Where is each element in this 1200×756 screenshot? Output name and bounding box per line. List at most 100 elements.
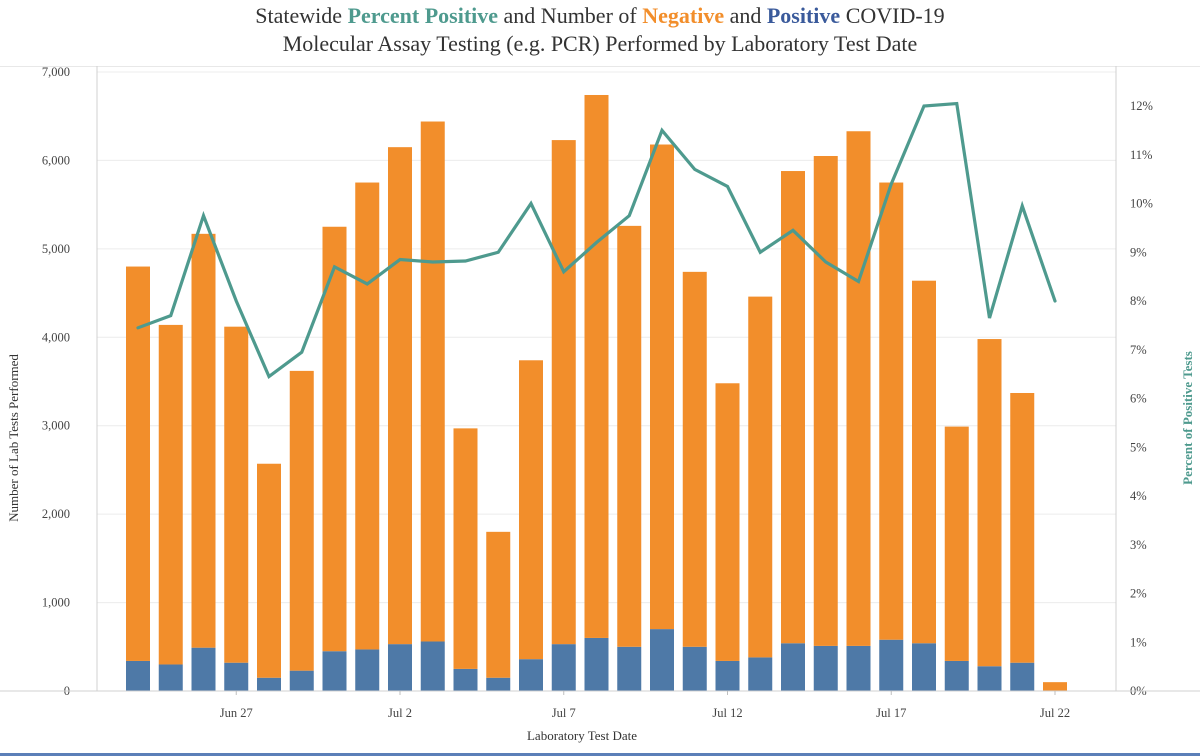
y2-tick-label: 12% <box>1130 99 1153 113</box>
y2-tick-label: 10% <box>1130 197 1153 211</box>
bar-positive <box>715 660 740 691</box>
chart-title-line-2: Molecular Assay Testing (e.g. PCR) Perfo… <box>282 31 918 56</box>
bar-negative <box>781 171 805 644</box>
bar-positive <box>977 666 1002 691</box>
x-tick-label: Jul 22 <box>1040 706 1070 720</box>
bar-negative <box>453 428 478 669</box>
bar-positive <box>879 639 904 691</box>
bar-negative <box>519 360 543 660</box>
bar-negative <box>715 383 740 661</box>
bar-negative <box>322 226 347 652</box>
x-tick-label: Jun 27 <box>220 706 253 720</box>
y-tick-label: 4,000 <box>42 330 70 344</box>
bar-negative <box>420 121 445 642</box>
percent-line-group <box>136 101 1057 380</box>
bar-negative <box>748 296 773 658</box>
y-tick-label: 1,000 <box>42 596 70 610</box>
chart-title: Statewide Percent Positive and Number of… <box>0 0 1200 66</box>
bar-positive <box>158 664 183 691</box>
bottom-border <box>0 753 1200 756</box>
title-text: COVID-19 <box>840 3 945 28</box>
percent-positive-line <box>136 101 1057 380</box>
y2-tick-label: 3% <box>1130 538 1147 552</box>
y-tick-label: 2,000 <box>42 507 70 521</box>
bar-negative <box>813 156 838 646</box>
x-tick-label: Jul 7 <box>552 706 576 720</box>
bar-positive <box>584 637 609 691</box>
bars-group <box>126 94 1067 691</box>
bar-positive <box>355 649 380 691</box>
bar-positive <box>453 668 478 691</box>
bar-positive <box>486 677 511 691</box>
y-tick-label: 3,000 <box>42 419 70 433</box>
bar-negative <box>486 531 511 678</box>
bar-negative <box>388 147 412 645</box>
bar-positive <box>1010 662 1035 691</box>
x-tick-label: Jul 2 <box>388 706 412 720</box>
title-text: Statewide <box>255 3 348 28</box>
title-text: and <box>724 3 767 28</box>
bar-negative <box>650 144 674 630</box>
y2-tick-label: 4% <box>1130 489 1147 503</box>
bar-negative <box>355 182 380 650</box>
bar-negative <box>224 326 249 663</box>
y-tick-label: 5,000 <box>42 242 70 256</box>
bar-negative <box>1010 392 1035 663</box>
bar-positive <box>257 677 281 691</box>
y-tick-label: 6,000 <box>42 153 70 167</box>
bar-positive <box>912 643 936 691</box>
title-negative: Negative <box>642 3 725 28</box>
bar-positive <box>388 644 412 691</box>
bar-negative <box>126 266 150 661</box>
bar-positive <box>126 660 150 691</box>
bar-positive <box>813 645 838 691</box>
y2-tick-label: 11% <box>1130 148 1152 162</box>
bar-negative <box>879 182 904 640</box>
bar-negative <box>682 271 707 647</box>
bar-negative <box>1043 682 1067 691</box>
bar-positive <box>519 659 543 691</box>
bar-positive <box>944 660 969 691</box>
bar-positive <box>781 643 805 691</box>
y-axis-title: Number of Lab Tests Performed <box>6 354 21 522</box>
x-axis-title: Laboratory Test Date <box>527 728 637 743</box>
y2-tick-label: 5% <box>1130 440 1147 454</box>
bar-positive <box>617 646 642 691</box>
covid-testing-chart: 01,0002,0003,0004,0005,0006,0007,0000%1%… <box>0 66 1200 743</box>
bar-positive <box>191 647 216 691</box>
bar-positive <box>322 651 347 691</box>
y2-tick-label: 6% <box>1130 392 1147 406</box>
y2-tick-label: 2% <box>1130 587 1147 601</box>
title-positive: Positive <box>766 3 841 28</box>
y2-tick-label: 7% <box>1130 343 1147 357</box>
bar-positive <box>846 645 871 691</box>
bar-negative <box>191 233 216 648</box>
bar-negative <box>846 131 871 646</box>
bar-negative <box>617 225 642 647</box>
bar-negative <box>977 339 1002 667</box>
bar-positive <box>224 662 249 691</box>
title-text: and Number of <box>498 3 643 28</box>
bar-negative <box>289 370 314 671</box>
bar-negative <box>584 94 609 638</box>
x-tick-label: Jul 12 <box>712 706 742 720</box>
y2-tick-label: 9% <box>1130 245 1147 259</box>
bar-positive <box>748 657 773 691</box>
bar-positive <box>650 629 674 691</box>
bar-negative <box>551 140 576 645</box>
x-tick-label: Jul 17 <box>876 706 906 720</box>
bar-positive <box>551 644 576 691</box>
axes-group: 01,0002,0003,0004,0005,0006,0007,0000%1%… <box>0 66 1200 720</box>
y2-tick-label: 1% <box>1130 635 1147 649</box>
bar-negative <box>158 324 183 665</box>
bar-negative <box>912 280 936 644</box>
y2-axis-title: Percent of Positive Tests <box>1180 351 1195 485</box>
bar-positive <box>682 646 707 691</box>
bar-negative <box>257 463 281 678</box>
bar-negative <box>944 426 969 661</box>
bar-positive <box>420 641 445 691</box>
y-tick-label: 7,000 <box>42 66 70 79</box>
chart-title-line-1: Statewide Percent Positive and Number of… <box>0 2 1200 30</box>
bar-positive <box>289 670 314 691</box>
title-percent-positive: Percent Positive <box>347 3 499 28</box>
